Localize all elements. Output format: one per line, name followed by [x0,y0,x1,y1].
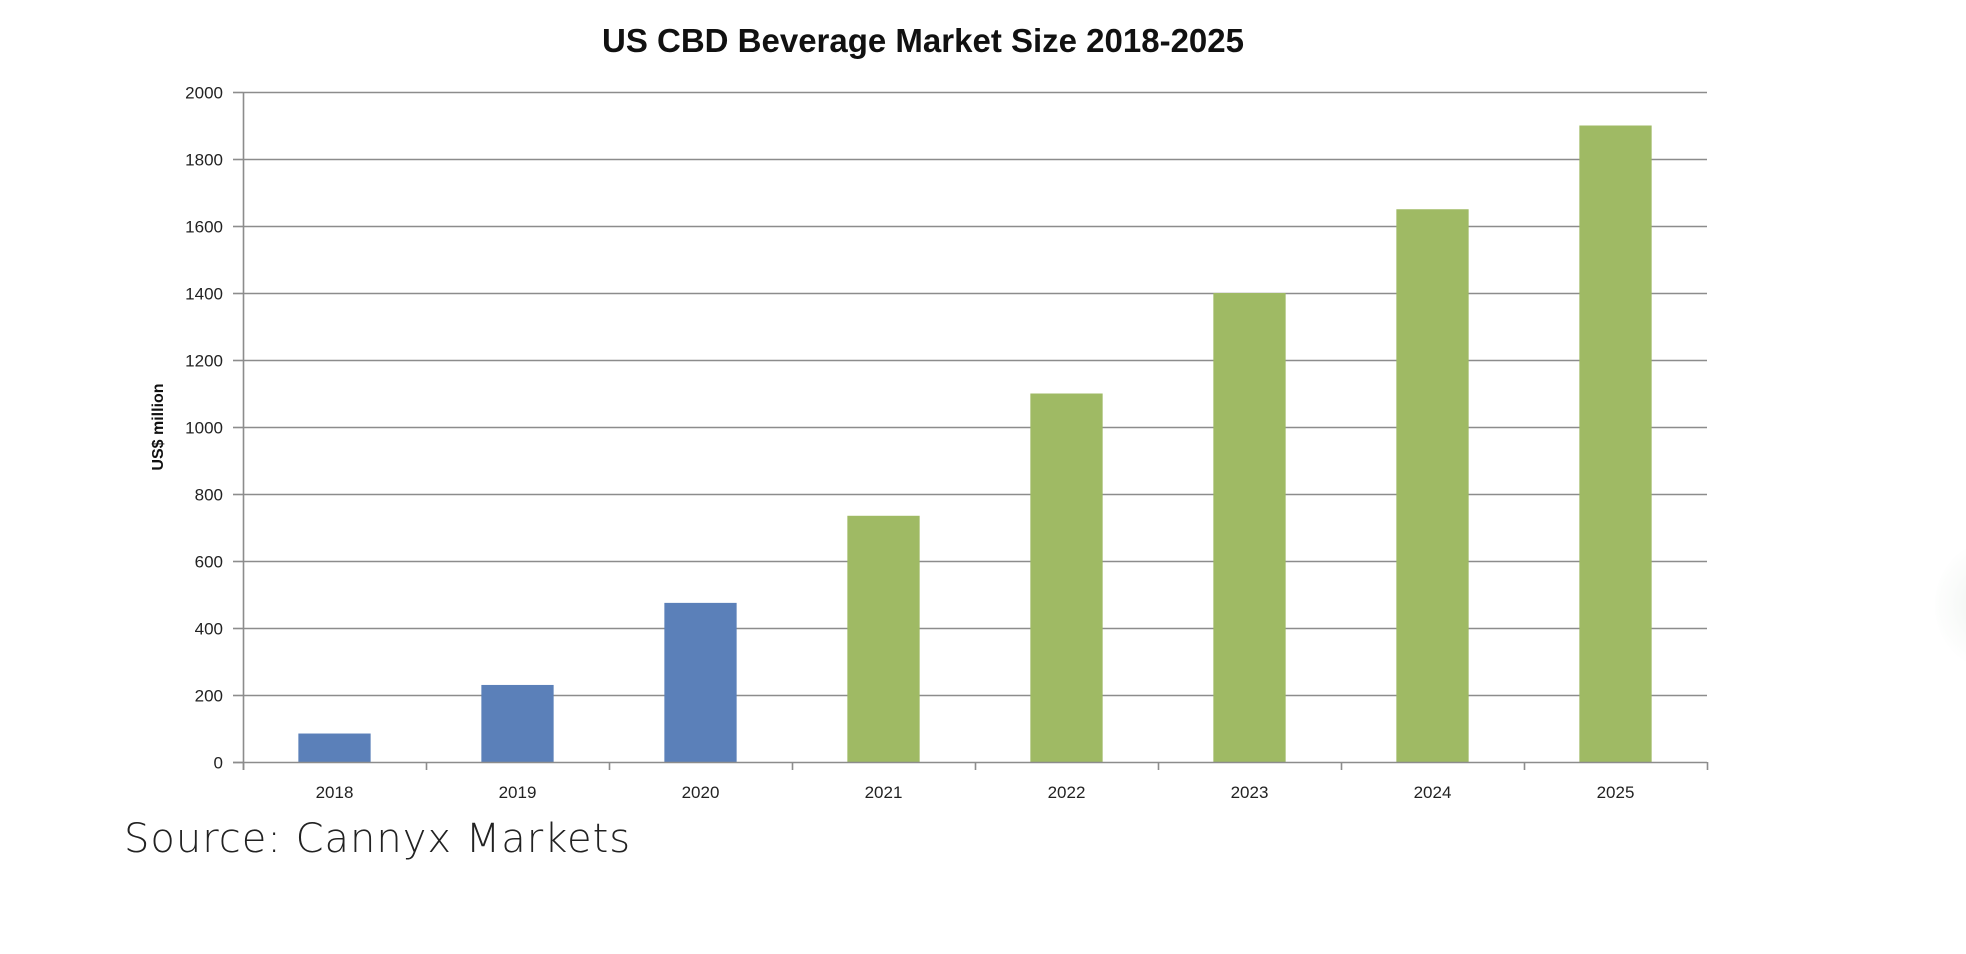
y-tick-label: 200 [195,687,223,706]
y-tick-label: 400 [195,620,223,639]
y-tick-label: 800 [195,486,223,505]
x-tick-label: 2019 [499,783,537,802]
gridlines [243,91,1707,697]
y-tick-label: 1600 [185,218,223,237]
y-tick-label: 0 [214,754,223,773]
axes [233,92,1707,770]
x-tick-label: 2022 [1048,783,1086,802]
bar-2019 [481,684,554,762]
x-tick-label: 2021 [865,783,903,802]
y-tick-label: 1200 [185,352,223,371]
x-tick-label: 2025 [1597,783,1635,802]
x-axis-ticks: 2018 2019 2020 2021 2022 2023 2024 2025 [242,762,1709,802]
bar-2023 [1213,293,1286,762]
y-tick-label: 1800 [185,151,223,170]
chart-title: US CBD Beverage Market Size 2018-2025 [602,22,1244,59]
x-tick-label: 2024 [1414,783,1452,802]
bar-2018 [298,733,371,762]
bar-2025 [1579,125,1652,762]
y-tick-label: 1400 [185,285,223,304]
x-tick-label: 2018 [316,783,354,802]
y-tick-label: 1000 [185,419,223,438]
x-tick-label: 2023 [1231,783,1269,802]
bar-2022 [1030,393,1103,762]
source-caption: Source: Cannyx Markets [124,816,632,862]
bars [298,125,1652,762]
bar-2020 [664,602,737,762]
y-tick-label: 600 [195,553,223,572]
bar-2024 [1396,209,1469,762]
x-tick-label: 2020 [682,783,720,802]
y-axis-label: US$ million [150,383,167,470]
y-axis-ticks: 0 200 400 600 800 1000 1200 1400 1600 1800 2000 [185,84,243,773]
bar-2021 [847,515,920,762]
y-tick-label: 2000 [185,84,223,103]
